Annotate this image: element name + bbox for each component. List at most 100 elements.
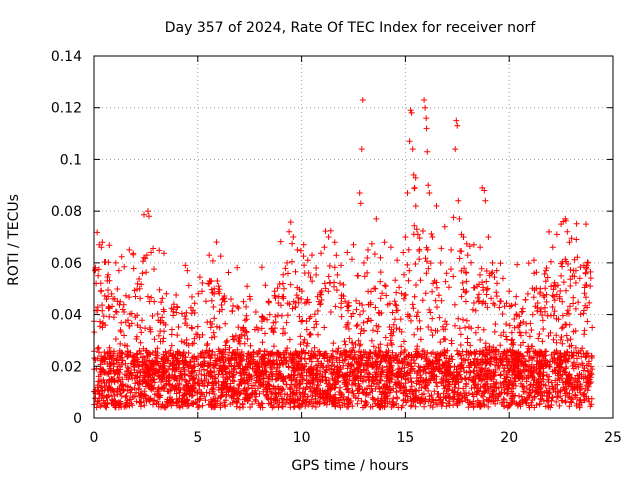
data-point-bg <box>457 342 464 348</box>
data-point-bg <box>234 264 241 271</box>
data-point-bg <box>95 272 102 279</box>
data-point-bg <box>331 283 337 290</box>
data-point-bg <box>270 319 277 326</box>
data-point-bg <box>382 283 389 290</box>
data-point-bg <box>321 280 328 287</box>
data-point-bg <box>479 390 486 397</box>
data-point-bg <box>311 311 318 318</box>
data-point-bg <box>333 348 339 355</box>
data-point-bg <box>317 387 324 394</box>
data-point-bg <box>436 365 443 372</box>
data-point-bg <box>480 326 487 333</box>
data-point-bg <box>475 291 482 298</box>
data-point-bg <box>524 348 531 355</box>
data-point <box>182 262 189 269</box>
data-point-bg <box>484 304 491 311</box>
y-tick-label: 0.08 <box>51 204 82 220</box>
data-point-bg <box>406 313 413 319</box>
data-point-bg <box>377 295 384 302</box>
data-point-bg <box>393 302 400 309</box>
data-point-bg <box>209 373 216 380</box>
data-point-bg <box>264 316 271 323</box>
data-point-bg <box>105 271 112 278</box>
data-point-bg <box>302 403 309 410</box>
data-point-bg <box>118 319 125 326</box>
data-point-bg <box>354 272 361 279</box>
data-point <box>199 288 205 295</box>
data-point-bg <box>572 305 579 312</box>
data-point-bg <box>470 300 477 306</box>
data-point-bg <box>203 298 209 305</box>
data-point-bg <box>532 303 539 310</box>
data-point-bg <box>206 390 213 397</box>
data-point-bg <box>217 253 224 260</box>
data-point-bg <box>298 361 305 368</box>
data-point-bg <box>205 401 212 408</box>
data-point-bg <box>577 311 584 318</box>
data-point-bg <box>206 277 213 284</box>
data-point-bg <box>382 334 389 341</box>
data-point-bg <box>536 401 543 408</box>
data-point-bg <box>407 360 414 367</box>
data-point-bg <box>174 304 181 311</box>
data-point-bg <box>218 302 225 308</box>
data-point-bg <box>509 358 516 365</box>
data-point-bg <box>190 307 196 314</box>
data-point-bg <box>496 365 503 371</box>
data-point-bg <box>219 349 226 356</box>
data-point <box>206 252 213 259</box>
data-point-bg <box>460 356 467 363</box>
data-point-bg <box>546 385 553 392</box>
data-point-bg <box>497 260 504 267</box>
data-point <box>506 288 513 295</box>
chart-title: Day 357 of 2024, Rate Of TEC Index for r… <box>165 20 537 36</box>
data-point-bg <box>295 299 302 306</box>
data-point-bg <box>236 361 243 368</box>
data-point-bg <box>92 395 99 402</box>
data-point-bg <box>105 371 112 378</box>
data-point-bg <box>542 382 549 389</box>
data-point-bg <box>452 388 459 395</box>
data-point-bg <box>352 341 359 348</box>
data-point-bg <box>396 284 403 291</box>
data-point-bg <box>202 397 209 404</box>
data-point-bg <box>466 374 473 381</box>
data-point-bg <box>201 354 207 361</box>
data-point-bg <box>395 366 402 373</box>
data-point-bg <box>417 372 424 378</box>
data-point <box>454 122 461 129</box>
data-point-bg <box>389 309 396 316</box>
data-point-bg <box>195 376 202 382</box>
data-point-bg <box>229 308 236 315</box>
data-point-bg <box>341 338 348 345</box>
data-point-bg <box>210 304 217 310</box>
data-point-bg <box>470 368 477 375</box>
data-point-bg <box>588 354 595 361</box>
data-point-bg <box>454 363 461 370</box>
data-point-bg <box>116 400 123 407</box>
data-point-bg <box>515 324 522 330</box>
data-point-bg <box>369 388 376 395</box>
data-point-bg <box>328 371 335 377</box>
data-point-bg <box>273 364 280 371</box>
data-point-bg <box>155 332 162 339</box>
data-point-bg <box>179 352 186 359</box>
data-point-bg <box>375 323 382 330</box>
data-point-bg <box>259 339 266 346</box>
data-point-bg <box>217 400 224 407</box>
data-point-bg <box>483 268 490 274</box>
data-point-bg <box>197 361 204 368</box>
data-point-bg <box>267 350 274 357</box>
data-point-bg <box>387 363 393 369</box>
data-point-bg <box>539 338 546 345</box>
data-point-bg <box>307 330 314 337</box>
data-point-bg <box>189 382 196 389</box>
data-point <box>456 215 463 222</box>
data-point-bg <box>262 330 268 337</box>
data-point-bg <box>333 287 340 294</box>
data-point-bg <box>308 365 315 372</box>
data-point-bg <box>94 229 101 236</box>
data-point-bg <box>276 360 283 367</box>
data-point-bg <box>446 370 453 377</box>
data-point-bg <box>280 361 286 368</box>
